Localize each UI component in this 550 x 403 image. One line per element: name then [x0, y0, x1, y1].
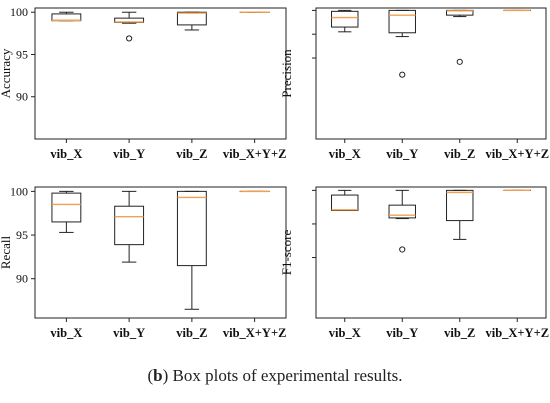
box-vib-x [51, 11, 82, 22]
outlier-point [399, 71, 406, 78]
iqr-box [114, 205, 145, 246]
x-tick-label: vib_X [329, 147, 361, 161]
iqr-box [388, 9, 416, 34]
y-tick-label: 90 [16, 272, 28, 286]
iqr-box [331, 10, 359, 28]
y-tick-label: 100 [10, 184, 28, 198]
y-axis-label: Accuracy [0, 48, 13, 98]
iqr-box [51, 192, 82, 223]
x-tick-label: vib_X [50, 326, 82, 340]
x-tick-label: vib_Y [113, 147, 145, 161]
x-tick-label: vib_Z [176, 326, 207, 340]
box-vib-z [446, 9, 474, 65]
plot-frame [34, 7, 287, 140]
caption-prefix: ( [147, 366, 154, 385]
iqr-box [446, 189, 474, 222]
iqr-box [176, 190, 207, 267]
y-axis-label: Precision [279, 49, 294, 98]
box-vib-y [388, 9, 416, 78]
box-vib-z [446, 189, 474, 240]
box-vib-x [331, 189, 359, 212]
outlier-point [456, 58, 463, 65]
x-tick-label: vib_Y [386, 147, 418, 161]
plot-frame [315, 186, 547, 319]
box-vib-y [114, 11, 145, 42]
box-vib-z [176, 190, 207, 310]
plot-frame [315, 7, 547, 140]
outlier-point [126, 35, 133, 42]
box-vib-x [51, 190, 82, 233]
x-tick-label: vib_Z [444, 326, 475, 340]
x-tick-label: vib_Y [113, 326, 145, 340]
caption-text: ) Box plots of experimental results. [162, 366, 403, 385]
plot-frame [34, 186, 287, 319]
y-tick-label: 95 [16, 47, 28, 61]
box-vib-y [114, 190, 145, 263]
panel-precision: Precision vib_X vib_Y vib_Z vib_X+Y+Z [279, 7, 549, 161]
y-tick-label: 90 [16, 90, 28, 104]
x-tick-label: vib_X+Y+Z [223, 147, 287, 161]
x-tick-label: vib_X+Y+Z [485, 147, 549, 161]
caption-label: b [153, 366, 163, 385]
box-vib-x [331, 9, 359, 33]
iqr-box [331, 194, 359, 212]
box-vib-y [388, 189, 416, 253]
iqr-box [388, 204, 416, 219]
figure-caption: (b) Box plots of experimental results. [0, 366, 550, 386]
y-tick-label: 100 [10, 5, 28, 19]
x-tick-label: vib_X+Y+Z [223, 326, 287, 340]
iqr-box [176, 11, 207, 26]
x-tick-label: vib_Z [444, 147, 475, 161]
y-tick-label: 95 [16, 228, 28, 242]
panel-accuracy: Accuracy 90 95 100 vib_X vib_Y vib_Z vib_X+Y+Z [0, 5, 287, 161]
x-tick-label: vib_X [329, 326, 361, 340]
box-vib-z [176, 11, 207, 31]
x-tick-label: vib_Y [386, 326, 418, 340]
x-tick-label: vib_Z [176, 147, 207, 161]
outlier-point [399, 246, 406, 253]
panel-f1-score: F1-score vib_X vib_Y vib_Z vib_X+Y+Z [279, 186, 549, 340]
x-tick-label: vib_X+Y+Z [485, 326, 549, 340]
x-tick-label: vib_X [50, 147, 82, 161]
y-axis-label: F1-score [279, 230, 294, 276]
y-axis-label: Recall [0, 236, 13, 270]
